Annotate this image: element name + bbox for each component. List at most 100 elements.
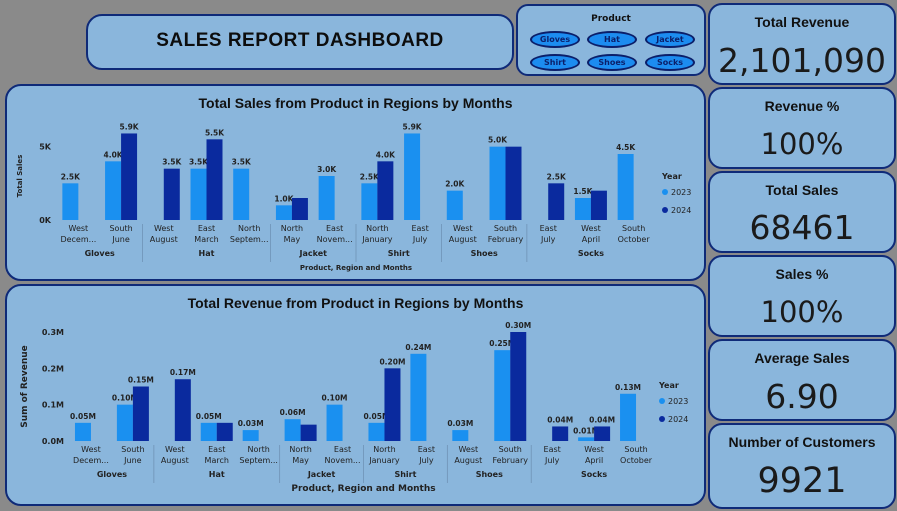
kpi-value: 6.90 — [765, 377, 839, 416]
x-tick-month: April — [585, 456, 603, 465]
x-group-label: Socks — [578, 249, 604, 258]
data-label: 3.5K — [189, 158, 209, 167]
data-label: 0.06M — [280, 408, 306, 417]
bar-2023 — [242, 430, 259, 441]
kpi-value: 9921 — [757, 461, 847, 501]
x-tick-month: July — [540, 235, 556, 244]
x-axis-label: Product, Region and Months — [300, 264, 412, 272]
legend-title: Year — [658, 381, 679, 390]
x-tick-region: West — [154, 224, 174, 233]
x-axis-label: Product, Region and Months — [291, 484, 435, 494]
x-tick-region: East — [544, 445, 561, 454]
bar-2023 — [326, 404, 343, 441]
x-tick-month: May — [292, 456, 309, 465]
bar-2024 — [300, 424, 317, 441]
x-group-label: Hat — [199, 249, 215, 258]
legend-entry-2024: 2024 — [671, 206, 691, 215]
data-label: 0.24M — [405, 343, 431, 352]
x-tick-region: East — [326, 224, 343, 233]
bar-2023 — [284, 419, 301, 441]
bar-2023 — [200, 422, 217, 441]
dashboard-title: SALES REPORT DASHBOARD — [156, 30, 444, 51]
data-label: 0.01M — [573, 426, 599, 435]
bar-2024 — [216, 422, 233, 441]
slicer-option-shirt[interactable]: Shirt — [530, 54, 580, 71]
x-tick-month: February — [488, 235, 524, 244]
x-group-label: Gloves — [85, 249, 115, 258]
data-label: 2.5K — [360, 172, 380, 181]
x-tick-region: West — [584, 445, 604, 454]
legend-entry-2023: 2023 — [668, 397, 688, 406]
x-tick-month: Novem... — [325, 456, 361, 465]
x-tick-region: South — [109, 224, 132, 233]
x-tick-region: North — [281, 224, 303, 233]
x-tick-month: July — [412, 235, 428, 244]
title-panel: SALES REPORT DASHBOARD — [86, 14, 514, 70]
data-label: 5.5K — [205, 128, 225, 137]
data-label: 0.15M — [128, 376, 154, 385]
bar-2023 — [578, 437, 595, 441]
x-tick-region: South — [494, 224, 517, 233]
x-tick-region: West — [458, 445, 478, 454]
bar-2023 — [489, 146, 506, 220]
bar-2023 — [62, 183, 79, 220]
slicer-option-socks[interactable]: Socks — [645, 54, 695, 71]
data-label: 3.5K — [232, 158, 252, 167]
kpi-total-sales: Total Sales 68461 — [708, 171, 896, 253]
kpi-title: Total Sales — [765, 182, 839, 198]
x-tick-region: East — [198, 224, 215, 233]
kpi-value: 100% — [760, 127, 844, 161]
x-tick-region: East — [540, 224, 557, 233]
bar-2024 — [291, 198, 308, 220]
x-group-label: Shoes — [476, 470, 503, 479]
x-tick-region: North — [247, 445, 269, 454]
data-label: 0.13M — [615, 383, 641, 392]
data-label: 0.20M — [379, 357, 405, 366]
data-label: 0.03M — [238, 419, 264, 428]
x-group-label: Gloves — [97, 470, 127, 479]
x-tick-region: North — [238, 224, 260, 233]
x-tick-month: August — [454, 456, 482, 465]
bar-2024 — [594, 426, 611, 441]
x-tick-month: August — [150, 235, 178, 244]
slicer-option-shoes[interactable]: Shoes — [587, 54, 637, 71]
slicer-option-gloves[interactable]: Gloves — [530, 31, 580, 48]
y-tick-label: 0.0M — [42, 437, 64, 446]
bar-2023 — [361, 183, 378, 220]
data-label: 0.03M — [447, 419, 473, 428]
slicer-option-hat[interactable]: Hat — [587, 31, 637, 48]
x-tick-month: February — [493, 456, 529, 465]
slicer-option-jacket[interactable]: Jacket — [645, 31, 695, 48]
data-label: 4.0K — [104, 150, 124, 159]
kpi-number-of-customers: Number of Customers 9921 — [708, 423, 896, 509]
x-tick-month: March — [194, 235, 218, 244]
revenue-chart-panel: Total Revenue from Product in Regions by… — [5, 284, 706, 506]
data-label: 5.0K — [488, 136, 508, 145]
y-axis-label: Total Sales — [16, 155, 24, 198]
kpi-sales-percent: Sales % 100% — [708, 255, 896, 337]
x-group-label: Jacket — [307, 470, 336, 479]
x-tick-region: East — [418, 445, 435, 454]
bar-2023 — [275, 205, 292, 220]
data-label: 2.5K — [61, 172, 81, 181]
y-tick-label: 5K — [39, 143, 52, 152]
bar-2023 — [190, 168, 207, 220]
data-label: 1.0K — [274, 194, 294, 203]
x-tick-region: North — [366, 224, 388, 233]
kpi-title: Number of Customers — [728, 434, 876, 450]
x-tick-month: October — [620, 456, 653, 465]
chart-title: Total Revenue from Product in Regions by… — [187, 295, 524, 311]
kpi-value: 2,101,090 — [718, 41, 886, 80]
data-label: 0.05M — [363, 412, 389, 421]
data-label: 0.05M — [196, 412, 222, 421]
x-tick-month: March — [205, 456, 229, 465]
kpi-title: Average Sales — [754, 350, 850, 366]
bar-2024 — [377, 161, 394, 220]
x-tick-region: South — [624, 445, 647, 454]
bar-2023 — [318, 176, 335, 220]
bar-2024 — [552, 426, 569, 441]
x-tick-month: August — [161, 456, 189, 465]
bar-2023 — [368, 422, 385, 441]
x-tick-month: January — [361, 235, 393, 244]
data-label: 0.25M — [489, 339, 515, 348]
